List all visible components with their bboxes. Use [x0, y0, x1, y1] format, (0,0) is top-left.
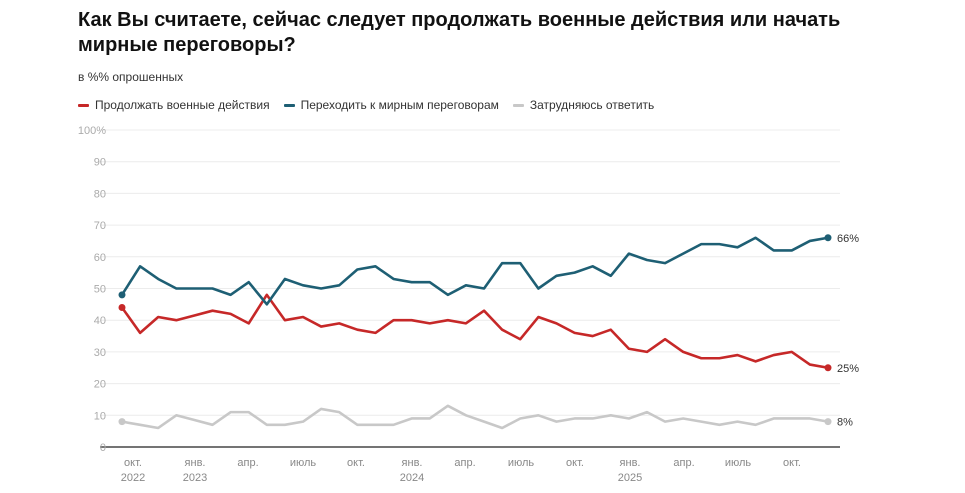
y-tick-label: 100%: [78, 125, 106, 137]
x-tick-label: окт.: [124, 457, 142, 469]
x-tick-label: янв.: [620, 457, 641, 469]
y-tick-label: 70: [94, 220, 106, 232]
x-tick-label: 2024: [400, 472, 424, 484]
y-tick-label: 20: [94, 379, 106, 391]
x-tick-label: июль: [290, 457, 317, 469]
x-tick-label: июль: [508, 457, 535, 469]
y-tick-label: 80: [94, 188, 106, 200]
legend-item: Переходить к мирным переговорам: [283, 98, 499, 112]
legend-item: Продолжать военные действия: [78, 98, 270, 112]
x-tick-label: окт.: [347, 457, 365, 469]
start-point: [118, 291, 126, 299]
x-tick-label: 2023: [183, 472, 207, 484]
x-tick-label: апр.: [454, 457, 475, 469]
legend-label: Переходить к мирным переговорам: [300, 98, 499, 112]
end-data-label: 66%: [837, 233, 859, 245]
series-line: [120, 293, 829, 370]
x-tick-label: апр.: [237, 457, 258, 469]
legend-swatch: [78, 103, 89, 107]
end-point: [824, 418, 832, 426]
x-tick-label: июль: [725, 457, 752, 469]
start-point: [118, 418, 126, 426]
end-point: [824, 234, 832, 242]
y-tick-label: 10: [94, 410, 106, 422]
legend-label: Продолжать военные действия: [95, 98, 270, 112]
legend-swatch: [283, 103, 295, 107]
legend-item: Затрудняюсь ответить: [512, 98, 655, 112]
end-data-label: 8%: [837, 417, 853, 429]
y-tick-label: 0: [100, 442, 106, 454]
series-line: [121, 404, 829, 430]
x-tick-label: апр.: [673, 457, 694, 469]
legend-label: Затрудняюсь ответить: [529, 98, 655, 112]
x-tick-label: 2025: [618, 472, 642, 484]
y-tick-label: 30: [94, 347, 106, 359]
start-point: [118, 304, 126, 312]
y-tick-label: 60: [94, 252, 106, 264]
y-tick-label: 50: [94, 284, 106, 296]
chart-title: Как Вы считаете, сейчас следует продолжа…: [78, 9, 841, 56]
y-tick-label: 40: [94, 315, 106, 327]
x-tick-label: янв.: [402, 457, 423, 469]
legend-swatch: [512, 103, 524, 107]
x-tick-label: окт.: [783, 457, 801, 469]
y-tick-label: 90: [94, 157, 106, 169]
x-tick-label: 2022: [121, 472, 145, 484]
legend: Продолжать военные действия Переходить к…: [78, 98, 654, 112]
end-data-label: 25%: [837, 363, 859, 375]
series-line: [120, 236, 829, 306]
chart-subtitle: в %% опрошенных: [78, 70, 184, 84]
end-point: [824, 364, 832, 372]
x-tick-label: окт.: [566, 457, 584, 469]
x-tick-label: янв.: [185, 457, 206, 469]
